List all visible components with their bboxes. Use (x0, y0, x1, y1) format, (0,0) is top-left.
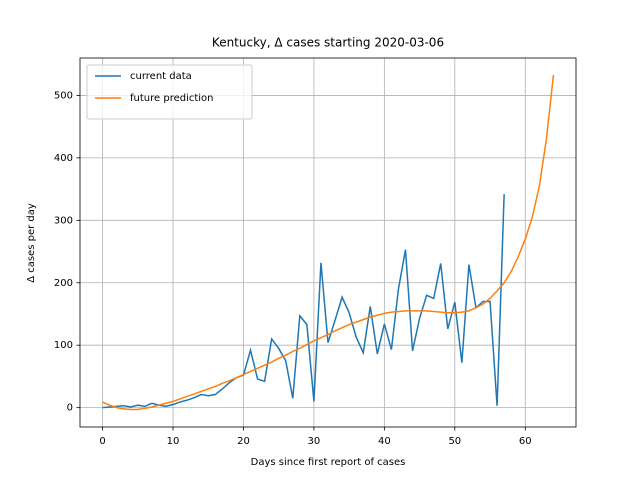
x-tick-label: 30 (308, 436, 321, 447)
x-tick-label: 10 (167, 436, 180, 447)
x-tick-label: 40 (378, 436, 391, 447)
legend-label: current data (130, 71, 192, 82)
y-tick-label: 200 (54, 278, 73, 289)
legend-label: future prediction (130, 93, 214, 104)
x-tick-label: 50 (448, 436, 461, 447)
x-axis-label: Days since first report of cases (251, 457, 406, 468)
data-line (102, 194, 505, 409)
y-axis-label: Δ cases per day (26, 203, 37, 283)
y-tick-label: 500 (54, 90, 73, 101)
y-tick-label: 100 (54, 340, 73, 351)
chart-title: Kentucky, Δ cases starting 2020-03-06 (212, 36, 444, 50)
x-tick-label: 60 (519, 436, 532, 447)
x-tick-label: 20 (237, 436, 250, 447)
data-line (102, 74, 555, 411)
y-tick-label: 0 (67, 403, 73, 414)
x-tick-label: 0 (99, 436, 105, 447)
plot-frame (79, 57, 577, 428)
y-tick-label: 400 (54, 153, 73, 164)
legend-box (86, 64, 253, 120)
y-tick-label: 300 (54, 215, 73, 226)
